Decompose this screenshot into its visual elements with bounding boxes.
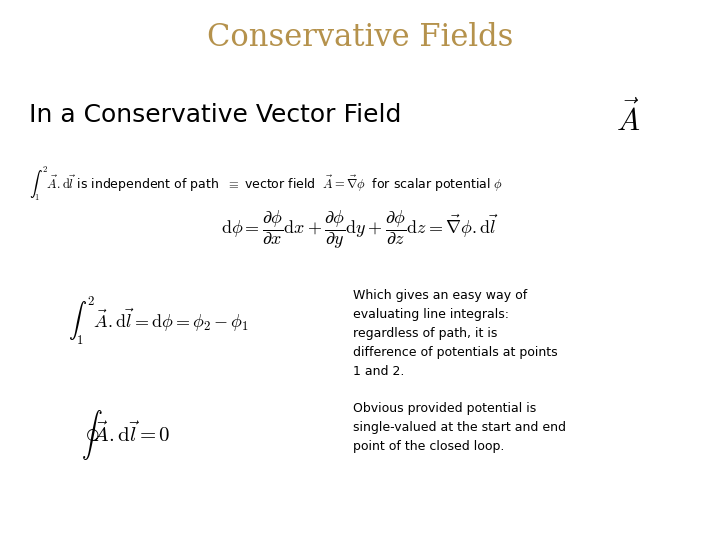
- Text: Which gives an easy way of
evaluating line integrals:
regardless of path, it is
: Which gives an easy way of evaluating li…: [353, 289, 557, 378]
- Text: In a Conservative Vector Field: In a Conservative Vector Field: [29, 103, 401, 126]
- Text: $\int_1^2 \vec{A}.\mathrm{d}\vec{l}$ is independent of path  $\equiv$ vector fie: $\int_1^2 \vec{A}.\mathrm{d}\vec{l}$ is …: [29, 165, 503, 203]
- Text: Obvious provided potential is
single-valued at the start and end
point of the cl: Obvious provided potential is single-val…: [353, 402, 566, 453]
- Text: $\vec{A}$: $\vec{A}$: [616, 100, 640, 137]
- Text: $\int_1^2 \vec{A}.\mathrm{d}\vec{l} = \mathrm{d}\phi = \phi_2 - \phi_1$: $\int_1^2 \vec{A}.\mathrm{d}\vec{l} = \m…: [68, 294, 249, 347]
- Text: $\mathrm{d}\phi = \dfrac{\partial \phi}{\partial x}\mathrm{d}x + \dfrac{\partial: $\mathrm{d}\phi = \dfrac{\partial \phi}{…: [221, 208, 499, 251]
- Text: Conservative Fields: Conservative Fields: [207, 22, 513, 52]
- Text: $\oint \vec{A}.\mathrm{d}\vec{l} = 0$: $\oint \vec{A}.\mathrm{d}\vec{l} = 0$: [81, 408, 171, 462]
